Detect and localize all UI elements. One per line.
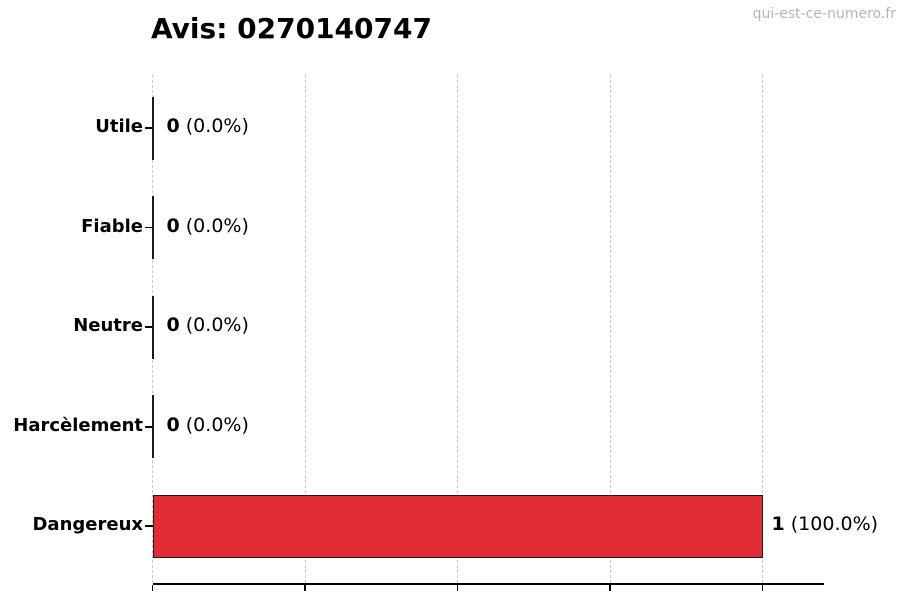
bar-dangereux — [152, 494, 763, 558]
watermark-text: qui-est-ce-numero.fr — [752, 6, 896, 22]
value-label: 1 (100.0%) — [772, 513, 879, 535]
bar-neutre-zero — [151, 295, 154, 359]
x-tick — [456, 584, 459, 591]
category-label: Utile — [95, 116, 143, 137]
bar-harcèlement-zero — [151, 395, 154, 459]
gridline — [457, 75, 458, 583]
value-count: 0 — [166, 413, 180, 436]
x-tick — [761, 584, 764, 591]
value-percent: (0.0%) — [179, 413, 249, 436]
value-label: 0 (0.0%) — [167, 115, 249, 137]
value-percent: (0.0%) — [179, 314, 249, 337]
x-tick — [304, 584, 306, 591]
gridline — [609, 75, 611, 583]
chart-title: Avis: 0270140747 — [151, 12, 432, 45]
x-tick — [151, 584, 154, 591]
value-count: 1 — [771, 513, 785, 536]
x-tick — [609, 584, 611, 591]
category-label: Dangereux — [32, 514, 143, 536]
y-tick — [145, 425, 153, 428]
value-label: 0 (0.0%) — [167, 314, 249, 336]
gridline — [762, 75, 763, 583]
gridline — [304, 75, 306, 583]
value-count: 0 — [166, 115, 180, 137]
category-label: Harcèlement — [13, 414, 143, 436]
bar-utile-zero — [151, 96, 154, 160]
y-tick — [145, 326, 153, 328]
value-label: 0 (0.0%) — [167, 215, 249, 237]
bar-fiable-zero — [151, 196, 154, 260]
category-label: Fiable — [81, 215, 143, 237]
value-label: 0 (0.0%) — [167, 414, 249, 436]
value-percent: (0.0%) — [179, 214, 249, 237]
category-label: Neutre — [73, 315, 143, 337]
value-count: 0 — [166, 214, 180, 237]
y-tick — [145, 127, 153, 129]
value-percent: (0.0%) — [179, 115, 249, 137]
value-count: 0 — [166, 314, 180, 337]
x-axis-line — [152, 583, 824, 585]
y-tick — [145, 525, 153, 528]
value-percent: (100.0%) — [784, 513, 879, 536]
y-tick — [145, 226, 153, 229]
